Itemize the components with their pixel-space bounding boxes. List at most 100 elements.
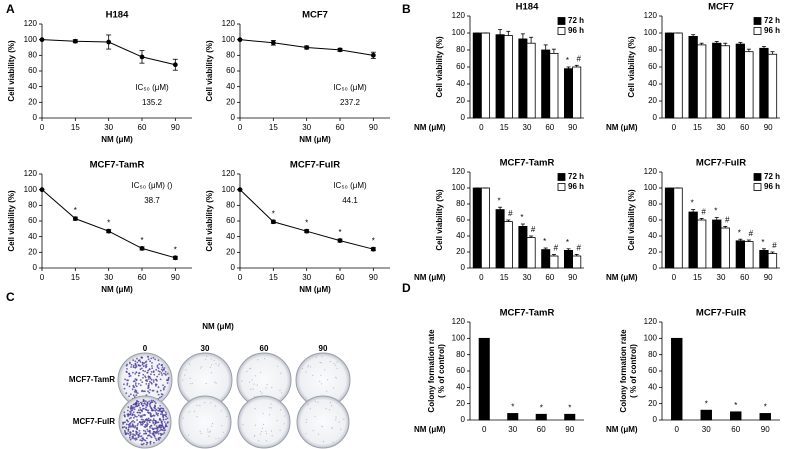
- colony: [139, 409, 142, 411]
- colony: [133, 390, 136, 393]
- colony: [140, 403, 143, 406]
- colony: [184, 374, 186, 376]
- colony: [210, 402, 212, 404]
- data-point: [39, 37, 45, 43]
- colony: [270, 403, 272, 405]
- colony: [159, 370, 161, 373]
- colony: [148, 400, 151, 403]
- y-tick-label: 0: [33, 113, 38, 122]
- bar: [503, 35, 513, 119]
- legend-swatch: [753, 173, 762, 181]
- significance-label: *: [568, 403, 571, 412]
- colony: [152, 389, 155, 392]
- colony: [210, 358, 212, 360]
- x-axis-label: NM (μM): [606, 425, 638, 434]
- colony: [155, 439, 158, 442]
- colony: [124, 378, 126, 381]
- colony: [134, 366, 137, 369]
- colony: [260, 431, 263, 433]
- bar: [472, 187, 482, 269]
- bar: [767, 53, 778, 119]
- y-tick-label: 100: [24, 185, 38, 194]
- colony: [134, 360, 137, 363]
- bar: [572, 66, 582, 119]
- x-tick-label: 15: [500, 273, 509, 282]
- colony: [320, 362, 322, 364]
- colony: [138, 402, 140, 405]
- y-tick-label: 60: [28, 66, 37, 75]
- colony: [135, 415, 138, 418]
- x-tick-label: 0: [238, 273, 243, 282]
- colony: [262, 412, 264, 415]
- y-tick-label: 0: [231, 263, 236, 272]
- y-tick-label: 100: [452, 333, 466, 342]
- data-point: [237, 187, 243, 193]
- colony: [125, 370, 128, 373]
- x-axis-label: NM (μM): [414, 273, 446, 282]
- colony: [164, 411, 167, 414]
- colony: [156, 390, 159, 393]
- x-tick-label: 0: [672, 123, 677, 132]
- significance-label: *: [540, 403, 543, 412]
- colony: [141, 363, 144, 366]
- colony: [205, 358, 207, 360]
- colony: [133, 414, 136, 416]
- significance-label: *: [691, 199, 694, 208]
- colony: [163, 372, 165, 375]
- colony: [266, 384, 268, 386]
- legend-swatch: [753, 17, 762, 25]
- colony: [134, 426, 136, 429]
- colony: [305, 421, 307, 423]
- colony: [147, 390, 150, 393]
- colony: [150, 407, 153, 409]
- colony: [147, 378, 150, 380]
- ic50-label: IC₅₀ (μM): [135, 83, 169, 92]
- colony: [160, 368, 163, 371]
- colony: [125, 423, 128, 426]
- colony: [132, 366, 135, 368]
- colony: [141, 439, 143, 442]
- y-tick-label: 60: [226, 216, 235, 225]
- y-tick-label: 20: [28, 247, 37, 256]
- colony: [138, 372, 141, 374]
- colony: [150, 381, 153, 384]
- bar: [549, 255, 559, 269]
- bar: [735, 240, 746, 269]
- colony: [333, 363, 335, 365]
- colony: [131, 414, 134, 417]
- y-tick-label: 120: [24, 169, 38, 178]
- x-tick-label: 0: [40, 273, 45, 282]
- colony: [136, 411, 139, 414]
- x-tick-label: 60: [740, 273, 749, 282]
- plate-column-label: 0: [143, 344, 148, 353]
- bar: [572, 255, 582, 269]
- y-tick-label: 40: [648, 231, 657, 240]
- legend-swatch: [557, 183, 566, 191]
- colony: [141, 410, 144, 413]
- bar: [472, 32, 482, 119]
- colony: [280, 409, 282, 411]
- x-tick-label: 60: [545, 123, 554, 132]
- colony: [166, 382, 169, 384]
- colony: [147, 409, 150, 412]
- colony: [196, 404, 198, 406]
- x-tick-label: 30: [702, 425, 711, 434]
- colony: [182, 417, 184, 419]
- colony: [208, 435, 210, 437]
- colony: [152, 409, 155, 412]
- legend-label: 96 h: [764, 182, 780, 191]
- colony: [246, 370, 248, 373]
- colony: [199, 405, 201, 407]
- colony: [149, 377, 152, 380]
- significance-label: *: [734, 401, 737, 410]
- colony: [129, 422, 132, 424]
- colony: [142, 414, 145, 417]
- legend-swatch: [753, 27, 762, 35]
- x-tick-label: 30: [717, 123, 726, 132]
- colony: [154, 437, 157, 440]
- legend-label: 96 h: [568, 182, 584, 191]
- colony: [124, 429, 126, 432]
- colony: [132, 411, 135, 413]
- colony: [142, 438, 145, 441]
- chart-title: MCF7: [708, 2, 734, 13]
